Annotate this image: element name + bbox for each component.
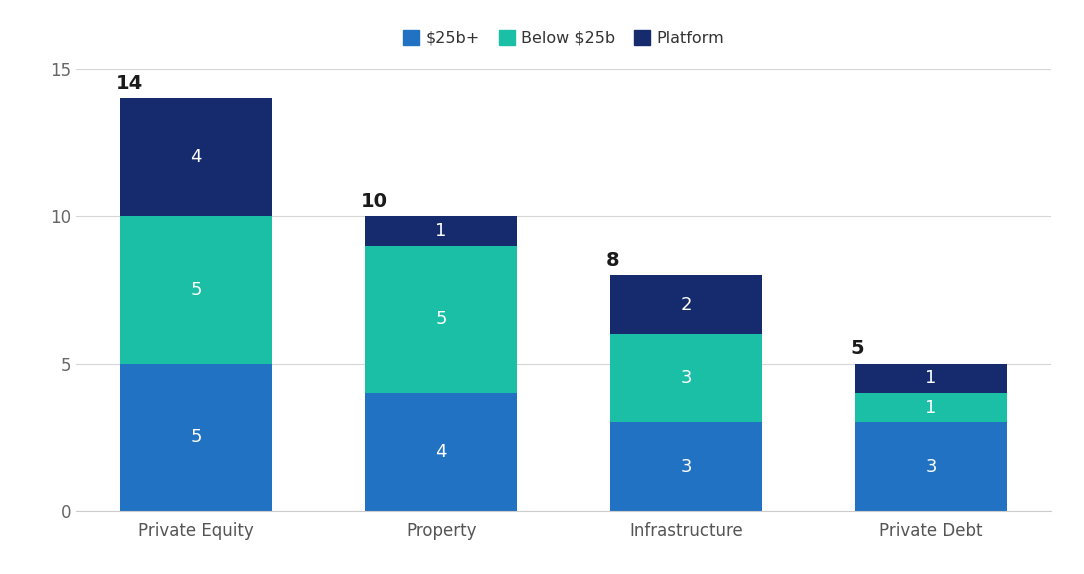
Text: 3: 3 [681,369,692,387]
Text: 2: 2 [681,296,692,313]
Bar [120,98,272,216]
Bar [365,216,517,246]
Bar [120,363,272,511]
Text: 14: 14 [115,74,143,93]
Text: 4: 4 [191,148,202,166]
Text: 10: 10 [360,192,387,211]
Bar [855,393,1007,422]
Legend: $25b+, Below $25b, Platform: $25b+, Below $25b, Platform [397,24,731,52]
Bar [120,216,272,363]
Text: 3: 3 [681,457,692,476]
Bar [610,334,762,422]
Text: 5: 5 [436,311,447,328]
Text: 4: 4 [436,443,447,461]
Bar [365,393,517,511]
Bar [855,363,1007,393]
Text: 3: 3 [926,457,937,476]
Text: 5: 5 [191,281,202,299]
Text: 1: 1 [926,369,937,387]
Bar [610,275,762,334]
Bar [365,246,517,393]
Bar [610,422,762,511]
Bar [855,422,1007,511]
Text: 1: 1 [926,399,937,417]
Text: 5: 5 [191,428,202,446]
Text: 8: 8 [605,251,619,270]
Text: 1: 1 [436,222,447,240]
Text: 5: 5 [850,339,864,358]
